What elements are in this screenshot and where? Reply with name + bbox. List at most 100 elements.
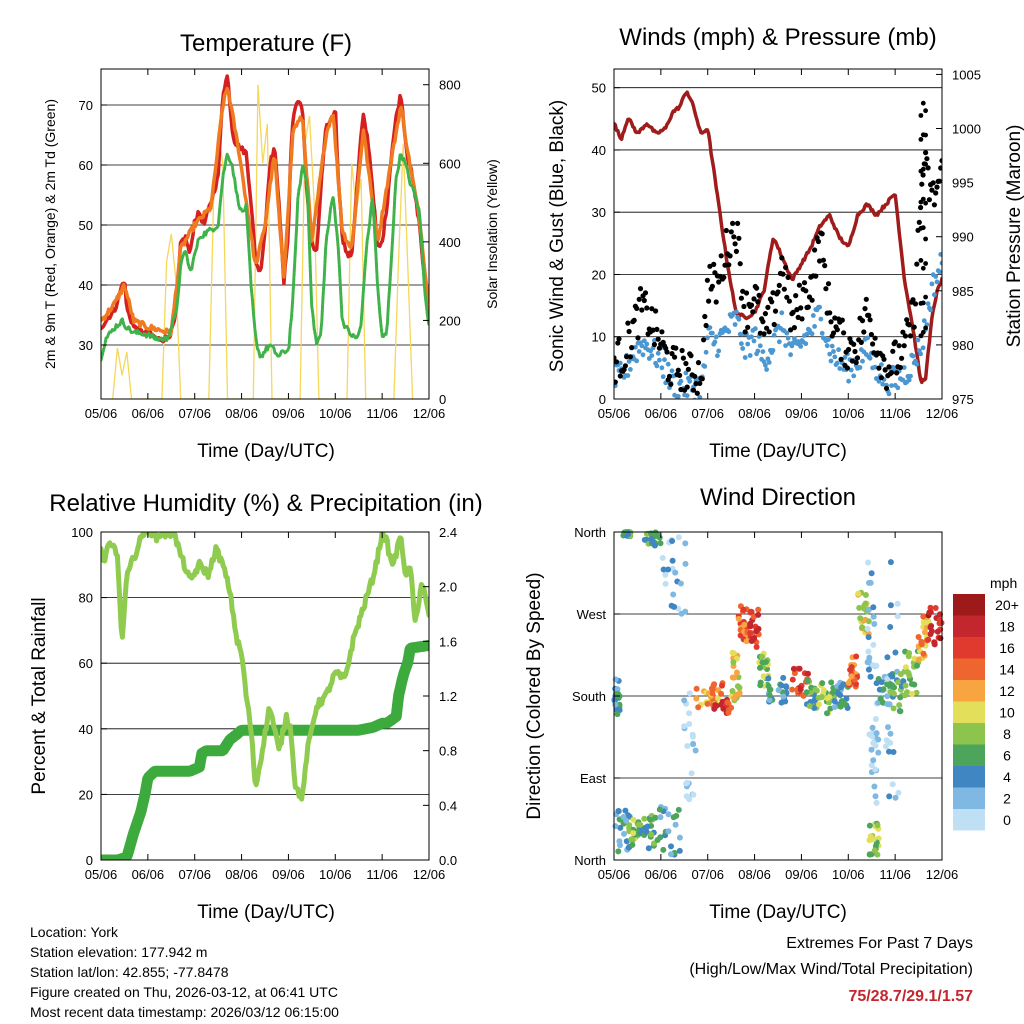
gust-point — [838, 356, 844, 362]
direction-point — [887, 730, 894, 737]
sonic-wind-point — [659, 365, 665, 371]
sonic-wind-point — [920, 345, 926, 351]
gust-point — [750, 309, 756, 315]
direction-point — [662, 580, 669, 587]
gust-point — [825, 281, 832, 287]
direction-point — [865, 618, 872, 625]
gust-point — [693, 381, 699, 387]
direction-point — [789, 686, 796, 693]
direction-point — [812, 686, 819, 693]
gust-point — [701, 337, 707, 343]
direction-point — [729, 649, 736, 656]
sonic-wind-point — [683, 370, 689, 376]
gust-point — [625, 320, 631, 326]
x-tick-label: 11/06 — [879, 867, 911, 882]
direction-point — [714, 695, 721, 701]
gust-point — [675, 367, 681, 373]
gust-point — [919, 181, 925, 187]
extremes-title: Extremes For Past 7 Days — [786, 935, 973, 952]
gust-point — [728, 229, 734, 235]
sonic-wind-point — [906, 377, 912, 383]
direction-point — [868, 570, 875, 577]
gust-spike-point — [920, 300, 926, 306]
gust-point — [762, 311, 769, 317]
gust-point — [732, 241, 738, 247]
winds-panel: Winds (mph) & Pressure (mb) 0 10 20 30 40 50 9… — [547, 24, 1024, 462]
direction-point — [617, 824, 624, 831]
direction-point — [816, 701, 822, 708]
direction-point — [735, 674, 742, 681]
gust-point — [793, 293, 799, 299]
y-tick-label: 50 — [592, 81, 606, 96]
direction-point — [906, 650, 913, 657]
sonic-wind-point — [872, 364, 878, 370]
sonic-wind-point — [918, 351, 923, 357]
x-tick-label: 10/06 — [319, 406, 352, 421]
temperature-ylabel-left: 2m & 9m T (Red, Orange) & 2m Td (Green) — [42, 99, 58, 369]
gust-point — [906, 322, 912, 328]
direction-point — [615, 808, 622, 815]
y2-tick-label: 400 — [439, 235, 461, 250]
sonic-wind-point — [857, 365, 863, 370]
y2-tick-label: 980 — [952, 338, 974, 353]
direction-point — [897, 694, 904, 701]
direction-point — [875, 749, 882, 756]
sonic-wind-point — [633, 344, 638, 350]
direction-point — [660, 566, 667, 573]
gust-point — [900, 329, 906, 335]
gust-point — [677, 372, 683, 378]
gust-point — [783, 264, 789, 270]
direction-point — [686, 710, 693, 717]
direction-point — [848, 673, 855, 680]
y2-tick-label: 985 — [952, 284, 974, 299]
direction-point — [873, 662, 880, 669]
legend-swatch — [953, 637, 985, 659]
sonic-wind-point — [831, 349, 836, 354]
x-tick-label: 06/06 — [132, 406, 165, 421]
y2-tick-label: 200 — [439, 313, 461, 328]
direction-point — [868, 746, 875, 753]
sonic-wind-point — [715, 353, 720, 359]
sonic-wind-point — [662, 357, 667, 363]
direction-point — [668, 843, 674, 850]
sonic-wind-point — [851, 373, 857, 379]
sonic-wind-point — [889, 383, 894, 388]
direction-point — [831, 704, 838, 710]
sonic-wind-point — [824, 343, 830, 349]
direction-point — [897, 708, 904, 715]
info-recent: Most recent data timestamp: 2026/03/12 0… — [30, 1004, 339, 1020]
sonic-wind-point — [760, 349, 766, 354]
gust-spike-point — [923, 200, 928, 206]
sonic-wind-point — [938, 252, 942, 257]
sonic-wind-point — [655, 350, 661, 356]
sonic-wind-point — [819, 330, 825, 336]
gust-point — [899, 355, 905, 361]
legend-label: 8 — [1003, 726, 1011, 742]
direction-point — [775, 687, 782, 694]
direction-point — [888, 672, 895, 679]
legend-label: 12 — [999, 683, 1015, 699]
sonic-wind-point — [660, 374, 666, 380]
direction-point — [753, 644, 760, 650]
gust-point — [694, 390, 700, 396]
direction-point — [920, 619, 927, 626]
direction-point — [877, 695, 884, 702]
y-tick-label: 40 — [592, 143, 606, 158]
gust-point — [655, 336, 661, 342]
gust-point — [680, 355, 687, 361]
gust-point — [876, 365, 882, 371]
direction-point — [872, 716, 879, 722]
sonic-wind-point — [639, 343, 645, 349]
gust-point — [624, 354, 630, 360]
y2-tick-label: 2.4 — [439, 525, 457, 540]
sonic-wind-point — [764, 367, 769, 372]
gust-point — [736, 235, 742, 241]
direction-point — [831, 698, 838, 705]
x-tick-label: 06/06 — [645, 406, 678, 421]
legend-label: 4 — [1003, 769, 1011, 785]
sonic-wind-point — [865, 335, 870, 341]
direction-point — [780, 674, 787, 681]
legend-label: 6 — [1003, 748, 1011, 764]
winds-xlabel: Time (Day/UTC) — [709, 441, 847, 462]
direction-point — [867, 833, 874, 840]
